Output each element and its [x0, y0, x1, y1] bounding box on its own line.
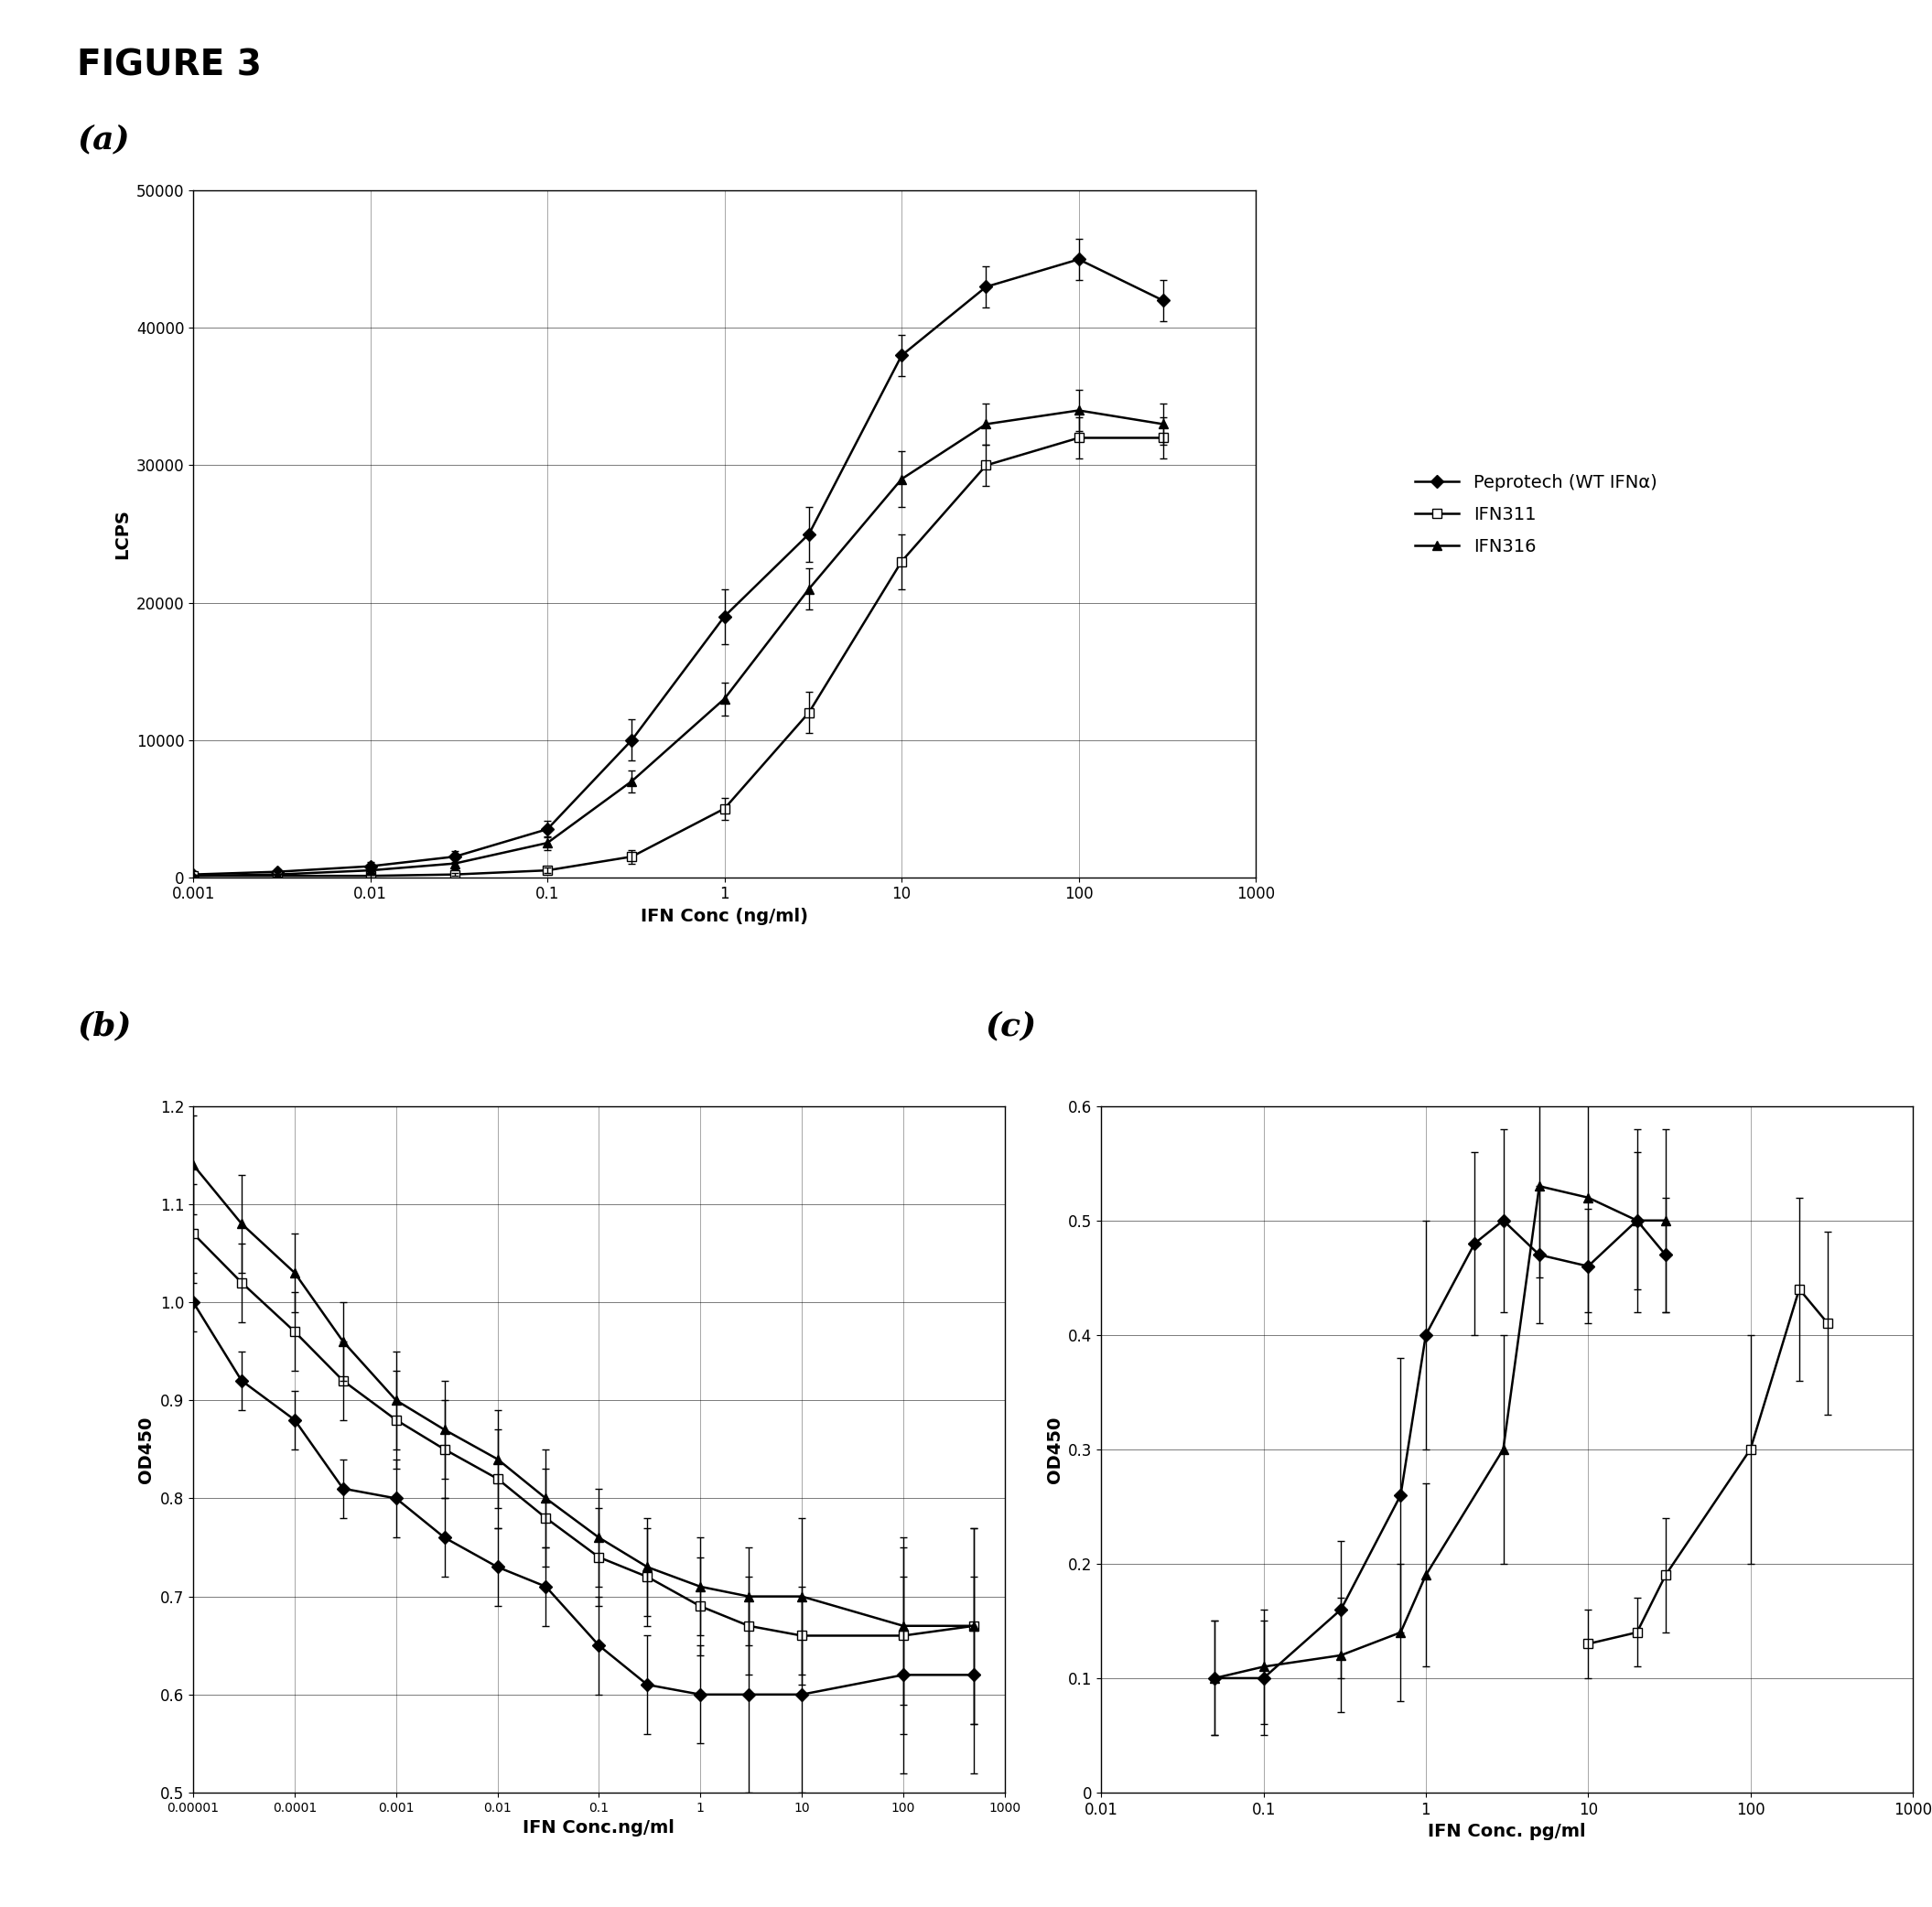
IFN311 [182, 864, 205, 887]
X-axis label: IFN Conc. pg/ml: IFN Conc. pg/ml [1428, 1823, 1586, 1840]
IFN316 [535, 831, 558, 854]
Text: (b): (b) [77, 1011, 131, 1041]
IFN311 [620, 845, 643, 868]
IFN316 [620, 770, 643, 793]
X-axis label: IFN Conc.ng/ml: IFN Conc.ng/ml [524, 1819, 674, 1836]
IFN316 [891, 467, 914, 490]
IFN311 [974, 454, 997, 477]
Text: (a): (a) [77, 124, 129, 154]
IFN311 [535, 858, 558, 881]
Peprotech (WT IFNα) [442, 845, 466, 868]
Peprotech (WT IFNα) [713, 605, 736, 627]
IFN316 [713, 687, 736, 709]
IFN316 [974, 412, 997, 435]
IFN311 [1151, 427, 1175, 450]
X-axis label: IFN Conc (ng/ml): IFN Conc (ng/ml) [641, 908, 808, 925]
Peprotech (WT IFNα) [182, 864, 205, 887]
IFN311 [798, 702, 821, 725]
Peprotech (WT IFNα) [1151, 290, 1175, 313]
IFN311 [1066, 427, 1090, 450]
Peprotech (WT IFNα) [1066, 248, 1090, 271]
Line: IFN316: IFN316 [189, 406, 1167, 881]
IFN316 [359, 858, 383, 881]
Peprotech (WT IFNα) [267, 860, 290, 883]
Text: FIGURE 3: FIGURE 3 [77, 48, 263, 82]
Legend: Peprotech (WT IFNα), IFN311, IFN316: Peprotech (WT IFNα), IFN311, IFN316 [1408, 467, 1663, 563]
Y-axis label: OD450: OD450 [1045, 1415, 1063, 1484]
Line: Peprotech (WT IFNα): Peprotech (WT IFNα) [189, 256, 1167, 879]
IFN316 [267, 864, 290, 887]
Peprotech (WT IFNα) [891, 343, 914, 366]
IFN311 [442, 864, 466, 887]
IFN316 [798, 578, 821, 601]
IFN311 [359, 864, 383, 887]
Y-axis label: LCPS: LCPS [114, 509, 131, 559]
IFN311 [713, 797, 736, 820]
IFN316 [1151, 412, 1175, 435]
IFN316 [182, 864, 205, 887]
IFN316 [1066, 399, 1090, 421]
Peprotech (WT IFNα) [620, 728, 643, 751]
IFN311 [891, 549, 914, 572]
Line: IFN311: IFN311 [189, 433, 1167, 881]
Y-axis label: OD450: OD450 [137, 1415, 155, 1484]
Text: (c): (c) [985, 1011, 1037, 1041]
Peprotech (WT IFNα) [798, 523, 821, 545]
Peprotech (WT IFNα) [974, 275, 997, 297]
Peprotech (WT IFNα) [359, 854, 383, 877]
Peprotech (WT IFNα) [535, 818, 558, 841]
IFN316 [442, 852, 466, 875]
IFN311 [267, 864, 290, 887]
